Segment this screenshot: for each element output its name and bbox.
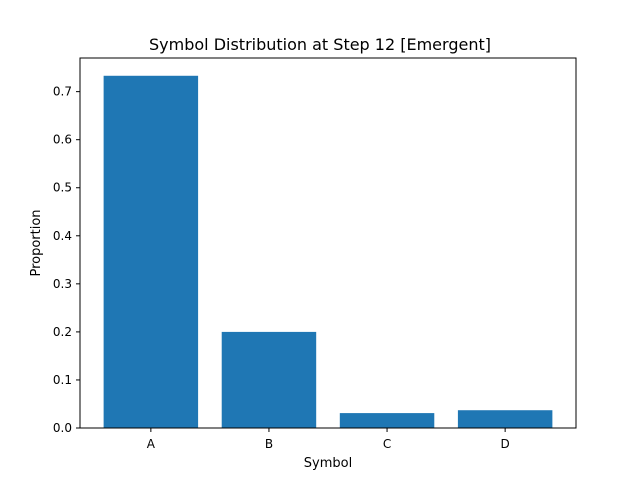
chart-title: Symbol Distribution at Step 12 [Emergent… bbox=[149, 35, 491, 54]
axes-frame bbox=[79, 57, 577, 429]
plot-area: 0.0 0.1 0.2 0.3 0.4 0.5 0.6 0.7 A B C D bbox=[53, 57, 577, 451]
bar-C bbox=[339, 413, 435, 428]
bars-group bbox=[103, 75, 553, 428]
y-axis-ticks: 0.0 0.1 0.2 0.3 0.4 0.5 0.6 0.7 bbox=[53, 85, 80, 435]
x-tick-label-B: B bbox=[265, 437, 273, 451]
bar-D bbox=[457, 410, 553, 428]
y-tick-label-6: 0.6 bbox=[53, 133, 72, 147]
y-tick-label-4: 0.4 bbox=[53, 229, 72, 243]
y-tick-label-5: 0.5 bbox=[53, 181, 72, 195]
x-tick-label-C: C bbox=[383, 437, 391, 451]
y-tick-label-3: 0.3 bbox=[53, 277, 72, 291]
y-tick-label-0: 0.0 bbox=[53, 421, 72, 435]
x-axis-ticks: A B C D bbox=[147, 428, 510, 451]
bar-B bbox=[221, 331, 317, 428]
x-tick-label-D: D bbox=[501, 437, 510, 451]
y-axis-label: Proportion bbox=[29, 209, 44, 276]
y-tick-label-2: 0.2 bbox=[53, 325, 72, 339]
bar-A bbox=[103, 75, 199, 428]
y-tick-label-1: 0.1 bbox=[53, 373, 72, 387]
y-tick-label-7: 0.7 bbox=[53, 85, 72, 99]
x-axis-label: Symbol bbox=[304, 456, 352, 471]
x-tick-label-A: A bbox=[147, 437, 156, 451]
